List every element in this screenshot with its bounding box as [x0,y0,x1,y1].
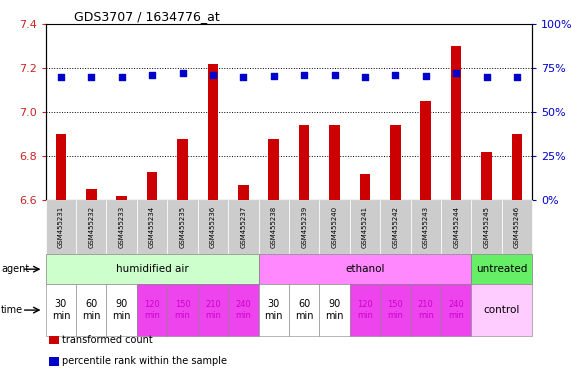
Bar [147,172,158,200]
Point [360,74,369,80]
Bar [208,64,218,200]
Point [269,73,278,79]
Text: GSM455231: GSM455231 [58,206,64,248]
Bar [512,134,522,200]
Point [300,72,309,78]
Text: control: control [484,305,520,315]
Text: ethanol: ethanol [345,264,385,274]
Point [57,74,66,80]
Text: GSM455233: GSM455233 [119,206,124,248]
Text: GSM455245: GSM455245 [484,206,489,248]
Point [452,70,461,76]
Text: humidified air: humidified air [116,264,188,274]
Point [239,74,248,80]
Point [391,72,400,78]
Bar [116,196,127,200]
Text: GSM455239: GSM455239 [301,206,307,248]
Text: GSM455232: GSM455232 [89,206,94,248]
Text: 150
min: 150 min [175,300,191,320]
Text: 240
min: 240 min [448,300,464,320]
Text: 30
min: 30 min [264,299,283,321]
Text: GSM455235: GSM455235 [179,206,186,248]
Text: GSM455238: GSM455238 [271,206,277,248]
Text: 60
min: 60 min [295,299,313,321]
Point [208,72,218,78]
Text: 240
min: 240 min [235,300,251,320]
Point [87,74,96,80]
Text: transformed count: transformed count [62,335,153,345]
Text: 60
min: 60 min [82,299,100,321]
Text: time: time [1,305,23,315]
Text: GSM455243: GSM455243 [423,206,429,248]
Bar [329,125,340,200]
Point [482,74,491,80]
Bar [420,101,431,200]
Bar [177,139,188,200]
Text: GSM455241: GSM455241 [362,206,368,248]
Text: GSM455244: GSM455244 [453,206,459,248]
Text: GSM455246: GSM455246 [514,206,520,248]
Bar [360,174,370,200]
Text: agent: agent [1,264,29,274]
Text: 210
min: 210 min [205,300,221,320]
Point [178,70,187,76]
Text: percentile rank within the sample: percentile rank within the sample [62,356,227,366]
Bar [481,152,492,200]
Text: 150
min: 150 min [387,300,403,320]
Point [512,74,521,80]
Text: GDS3707 / 1634776_at: GDS3707 / 1634776_at [74,10,220,23]
Bar [268,139,279,200]
Text: 120
min: 120 min [357,300,373,320]
Text: 30
min: 30 min [51,299,70,321]
Point [117,74,126,80]
Point [147,72,156,78]
Text: 210
min: 210 min [418,300,434,320]
Text: 120
min: 120 min [144,300,160,320]
Bar [238,185,248,200]
Bar [55,134,66,200]
Point [330,72,339,78]
Text: untreated: untreated [476,264,528,274]
Bar [390,125,401,200]
Bar [299,125,309,200]
Text: 90
min: 90 min [325,299,344,321]
Point [421,73,431,79]
Bar [86,189,96,200]
Text: GSM455242: GSM455242 [392,206,399,248]
Text: GSM455234: GSM455234 [149,206,155,248]
Text: GSM455237: GSM455237 [240,206,246,248]
Text: GSM455240: GSM455240 [332,206,337,248]
Bar [451,46,461,200]
Text: GSM455236: GSM455236 [210,206,216,248]
Text: 90
min: 90 min [112,299,131,321]
